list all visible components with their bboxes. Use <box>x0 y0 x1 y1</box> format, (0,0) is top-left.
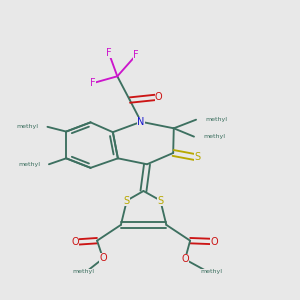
Text: methyl: methyl <box>72 269 94 275</box>
Text: methyl: methyl <box>206 117 228 122</box>
Text: O: O <box>154 92 162 102</box>
Text: N: N <box>137 117 145 127</box>
Text: S: S <box>194 152 200 162</box>
Text: O: O <box>210 236 218 247</box>
Text: F: F <box>106 48 112 59</box>
Text: methyl: methyl <box>18 162 40 167</box>
Text: methyl: methyl <box>16 124 38 129</box>
Text: S: S <box>124 196 130 206</box>
Text: S: S <box>157 196 164 206</box>
Text: methyl: methyl <box>203 134 226 139</box>
Text: O: O <box>181 254 189 264</box>
Text: F: F <box>133 50 139 61</box>
Text: methyl: methyl <box>200 269 222 275</box>
Text: O: O <box>71 237 79 247</box>
Text: O: O <box>99 254 107 263</box>
Text: F: F <box>90 78 96 88</box>
